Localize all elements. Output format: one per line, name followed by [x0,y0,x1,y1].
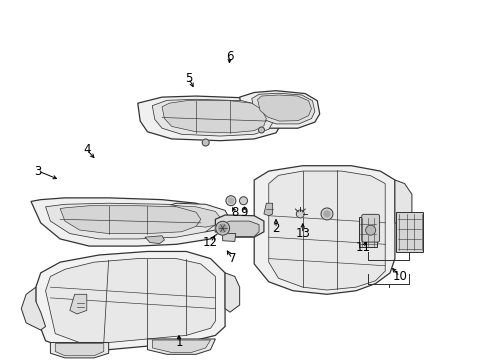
Polygon shape [215,215,264,237]
Polygon shape [254,166,394,294]
Circle shape [296,210,304,218]
Circle shape [258,127,264,133]
Text: 1: 1 [175,336,183,349]
Text: 10: 10 [391,270,407,283]
Bar [359,217,376,247]
Circle shape [324,211,329,217]
Circle shape [365,225,375,235]
Polygon shape [222,234,235,242]
Polygon shape [147,339,215,354]
Circle shape [215,221,229,235]
Polygon shape [145,236,164,244]
Polygon shape [21,287,45,330]
Text: 2: 2 [272,222,279,235]
Text: 13: 13 [295,227,309,240]
Polygon shape [220,221,259,237]
Polygon shape [162,101,266,133]
Circle shape [218,224,226,232]
Text: 12: 12 [203,236,218,249]
Polygon shape [394,180,411,226]
Text: 8: 8 [231,206,238,219]
Polygon shape [257,95,311,121]
Polygon shape [60,206,201,234]
Text: 7: 7 [228,252,236,265]
Polygon shape [157,203,229,232]
Polygon shape [268,171,385,290]
Circle shape [321,208,332,220]
Text: 3: 3 [35,165,42,177]
Polygon shape [152,99,272,136]
Polygon shape [31,198,224,246]
Polygon shape [251,93,314,124]
Polygon shape [264,203,272,216]
FancyBboxPatch shape [361,214,379,242]
Circle shape [228,198,233,203]
Circle shape [239,197,247,205]
Text: 5: 5 [184,72,192,85]
Polygon shape [55,343,103,356]
Polygon shape [138,96,280,141]
Text: 9: 9 [240,206,248,219]
Text: 4: 4 [83,143,90,156]
Polygon shape [224,273,239,312]
Polygon shape [70,294,87,314]
Polygon shape [45,258,215,342]
Circle shape [202,139,209,146]
Text: 6: 6 [226,50,233,63]
Polygon shape [239,91,319,128]
Text: 11: 11 [355,241,370,255]
Polygon shape [152,340,210,352]
Polygon shape [45,203,215,239]
Bar [395,212,423,252]
Polygon shape [50,342,108,358]
Polygon shape [166,206,220,227]
Circle shape [225,196,235,206]
Polygon shape [36,251,224,350]
